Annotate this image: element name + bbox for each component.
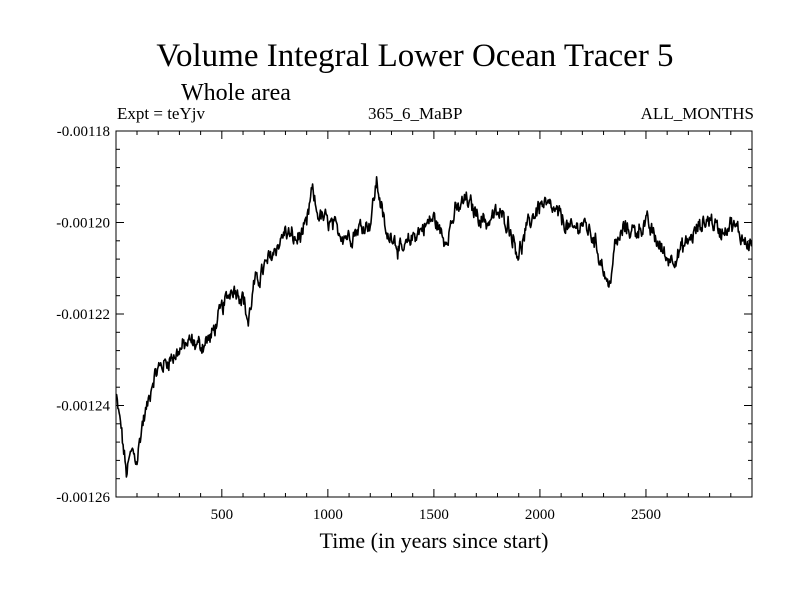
experiment-label: Expt = teYjv: [117, 104, 205, 123]
y-tick-label: -0.00118: [57, 124, 110, 140]
y-tick-label: -0.00122: [56, 307, 110, 323]
x-tick-label: 1500: [419, 507, 449, 523]
chart-subtitle: Whole area: [181, 80, 291, 106]
period-label: ALL_MONTHS: [640, 104, 754, 123]
x-tick-label: 1000: [313, 507, 343, 523]
x-tick-label: 500: [211, 507, 234, 523]
y-tick-label: -0.00126: [56, 490, 110, 506]
y-tick-label: -0.00120: [56, 216, 110, 232]
series-line: [115, 176, 753, 478]
x-axis-label: Time (in years since start): [319, 528, 549, 553]
axis-ticks: [116, 130, 752, 498]
x-tick-label: 2500: [631, 507, 661, 523]
x-tick-label: 2000: [525, 507, 555, 523]
series-lines: [115, 176, 753, 478]
chart-title: Volume Integral Lower Ocean Tracer 5: [156, 38, 674, 74]
plot-frame: [115, 130, 753, 498]
run-label: 365_6_MaBP: [368, 104, 463, 123]
y-tick-label: -0.00124: [56, 399, 110, 415]
tick-labels: 500 1000 1500 2000 2500 -0.00118 -0.00120 -0.00…: [56, 124, 661, 523]
